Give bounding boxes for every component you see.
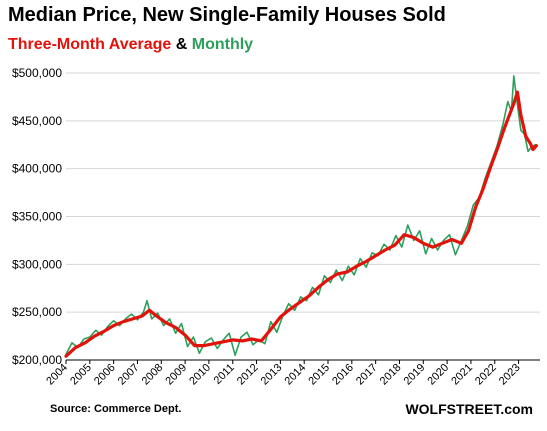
chart-title: Median Price, New Single-Family Houses S…: [8, 4, 446, 26]
x-tick-label: 2009: [163, 362, 189, 388]
x-tick-label: 2016: [330, 362, 356, 388]
x-tick-label: 2020: [425, 362, 451, 388]
x-tick-label: 2008: [140, 362, 166, 388]
x-tick-label: 2015: [306, 362, 332, 388]
y-axis-ticks: $200,000 $250,000 $300,000 $350,000 $400,000…: [12, 66, 62, 367]
x-tick-label: 2022: [473, 362, 499, 388]
y-tick-label: $250,000: [12, 305, 62, 319]
x-axis: 2004200520062007200820092010201120122013…: [44, 359, 540, 388]
x-tick-label: 2019: [402, 362, 428, 388]
gridlines: [66, 72, 540, 313]
x-tick-label: 2010: [187, 362, 213, 388]
x-tick-label: 2018: [378, 362, 404, 388]
y-tick-label: $300,000: [12, 257, 62, 271]
chart-subtitle: Three-Month Average & Monthly: [8, 36, 253, 54]
x-tick-label: 2023: [497, 362, 523, 388]
legend-three-month-average: Three-Month Average: [8, 36, 172, 53]
y-tick-label: $400,000: [12, 162, 62, 176]
monthly-series-line: [65, 75, 536, 356]
source-note: Source: Commerce Dept.: [50, 403, 182, 415]
x-tick-label: 2013: [259, 362, 285, 388]
x-tick-label: 2005: [68, 362, 94, 388]
y-tick-label: $500,000: [12, 66, 62, 80]
y-tick-label: $450,000: [12, 114, 62, 128]
brand-watermark: WOLFSTREET.com: [405, 401, 533, 417]
x-tick-label: 2012: [235, 362, 261, 388]
x-tick-label: 2014: [283, 362, 309, 388]
y-tick-label: $200,000: [12, 353, 62, 367]
three-month-average-line: [64, 90, 538, 358]
x-tick-label: 2017: [354, 362, 380, 388]
series-lines: [64, 75, 538, 358]
legend-monthly: Monthly: [191, 36, 254, 53]
x-tick-label: 2011: [212, 362, 237, 387]
x-tick-label: 2007: [116, 362, 142, 388]
legend-separator: &: [171, 36, 192, 53]
y-tick-label: $350,000: [12, 210, 62, 224]
x-tick-label: 2006: [92, 362, 118, 388]
x-tick-label: 2021: [449, 362, 475, 388]
